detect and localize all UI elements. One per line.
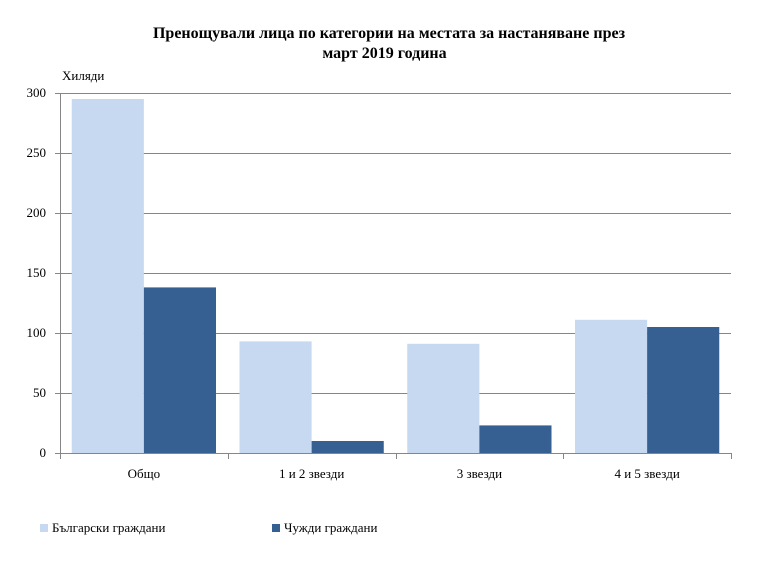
x-category-labels: Общо 1 и 2 звезди 3 звезди 4 и 5 звезди [128,466,680,481]
legend-label-bulgarian: Български граждани [52,520,166,535]
bar-foreign [143,287,217,453]
y-tick-label: 50 [33,385,46,400]
chart-title-line-1: Пренощували лица по категории на местата… [152,25,625,42]
y-tick-labels: 0 50 100 150 200 250 300 [27,85,47,460]
bar-foreign [647,327,720,453]
x-category-label: 4 и 5 звезди [614,466,679,481]
y-unit-label: Хиляди [62,68,104,83]
y-tick-label: 150 [27,265,47,280]
legend-item-foreign: Чужди граждани [272,520,377,536]
y-tick-label: 0 [40,445,47,460]
bar-bulgarian [407,343,480,453]
bar-foreign [479,425,552,453]
legend-swatch-foreign [272,524,280,532]
y-tick-label: 100 [27,325,47,340]
y-tick-label: 200 [27,205,47,220]
legend: Български граждани Чужди граждани [0,520,768,540]
chart-title: Пренощували лица по категории на местата… [0,24,768,64]
legend-item-bulgarian: Български граждани [40,520,165,536]
bar-bulgarian [71,99,144,453]
chart-title-line-2: март 2019 година [322,45,447,62]
x-category-label: Общо [128,466,161,481]
x-category-label: 3 звезди [457,466,502,481]
legend-label-foreign: Чужди граждани [284,520,378,535]
bars [71,99,720,453]
bar-bulgarian [239,341,312,453]
y-tick-label: 300 [27,85,47,100]
y-tick-label: 250 [27,145,47,160]
bar-foreign [311,441,384,453]
x-category-label: 1 и 2 звезди [279,466,344,481]
axes [55,93,732,459]
bar-bulgarian [574,319,648,453]
legend-swatch-bulgarian [40,524,48,532]
